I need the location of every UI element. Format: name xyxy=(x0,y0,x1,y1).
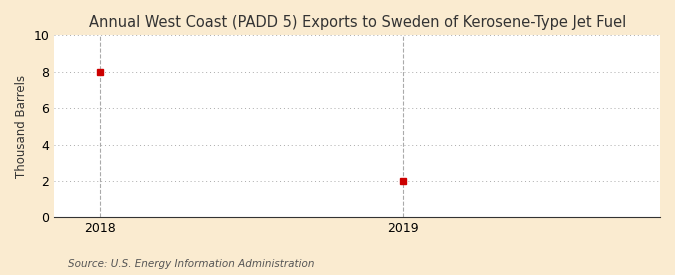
Y-axis label: Thousand Barrels: Thousand Barrels xyxy=(15,75,28,178)
Title: Annual West Coast (PADD 5) Exports to Sweden of Kerosene-Type Jet Fuel: Annual West Coast (PADD 5) Exports to Sw… xyxy=(88,15,626,30)
Text: Source: U.S. Energy Information Administration: Source: U.S. Energy Information Administ… xyxy=(68,259,314,269)
